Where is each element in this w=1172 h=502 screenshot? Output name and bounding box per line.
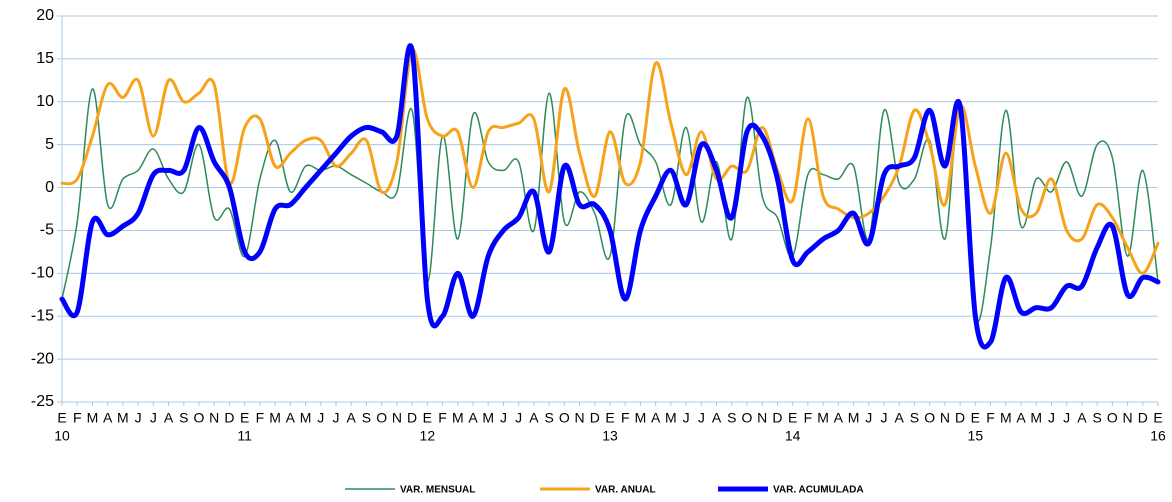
x-tick-label: N (1122, 410, 1132, 426)
y-tick-label: 15 (36, 50, 54, 67)
x-tick-label: J (135, 410, 142, 426)
x-tick-label: N (757, 410, 767, 426)
y-tick-label: -10 (31, 265, 54, 282)
x-tick-label: M (848, 410, 860, 426)
y-tick-label: -25 (31, 393, 54, 410)
x-tick-label: J (317, 410, 324, 426)
x-tick-label: F (804, 410, 813, 426)
y-tick-label: 5 (45, 136, 54, 153)
x-tick-label: D (224, 410, 234, 426)
x-tick-label: M (87, 410, 99, 426)
x-tick-label: E (971, 410, 980, 426)
x-tick-label: J (1063, 410, 1070, 426)
x-tick-label: A (286, 410, 296, 426)
x-tick-label: J (1048, 410, 1055, 426)
x-tick-label: M (117, 410, 129, 426)
x-tick-label: D (1138, 410, 1148, 426)
x-tick-label: A (529, 410, 539, 426)
y-tick-label: -15 (31, 307, 54, 324)
x-tick-label: S (1092, 410, 1101, 426)
year-label: 15 (968, 428, 984, 444)
x-tick-label: J (881, 410, 888, 426)
x-tick-label: D (772, 410, 782, 426)
x-tick-label: M (300, 410, 312, 426)
x-tick-label: F (73, 410, 82, 426)
series-line (60, 48, 1160, 275)
x-tick-label: F (986, 410, 995, 426)
year-label: 13 (602, 428, 618, 444)
x-tick-label: S (544, 410, 553, 426)
x-tick-label: M (1030, 410, 1042, 426)
y-tick-label: 0 (45, 179, 54, 196)
x-tick-label: E (423, 410, 432, 426)
year-label: 14 (785, 428, 801, 444)
x-tick-label: F (256, 410, 265, 426)
x-tick-label: A (468, 410, 478, 426)
y-tick-label: -20 (31, 350, 54, 367)
x-tick-label: O (742, 410, 753, 426)
y-tick-label: -5 (40, 222, 54, 239)
x-tick-label: N (574, 410, 584, 426)
x-tick-label: O (924, 410, 935, 426)
x-tick-label: J (333, 410, 340, 426)
x-tick-label: O (1107, 410, 1118, 426)
x-tick-label: J (865, 410, 872, 426)
x-tick-label: A (834, 410, 844, 426)
x-tick-label: N (209, 410, 219, 426)
year-label: 10 (54, 428, 70, 444)
x-tick-label: M (452, 410, 464, 426)
x-tick-label: J (683, 410, 690, 426)
y-tick-label: 20 (36, 7, 54, 24)
x-tick-label: N (940, 410, 950, 426)
year-label: 16 (1150, 428, 1166, 444)
x-tick-label: E (605, 410, 614, 426)
series-line (59, 43, 1161, 350)
x-tick-label: M (482, 410, 494, 426)
x-tick-label: D (407, 410, 417, 426)
x-tick-label: M (817, 410, 829, 426)
x-tick-label: O (376, 410, 387, 426)
x-tick-label: F (621, 410, 630, 426)
x-tick-label: J (515, 410, 522, 426)
x-tick-label: J (698, 410, 705, 426)
x-tick-label: E (1153, 410, 1162, 426)
legend-label: VAR. ACUMULADA (773, 485, 864, 496)
x-tick-label: M (269, 410, 281, 426)
x-tick-label: A (1077, 410, 1087, 426)
x-tick-label: A (164, 410, 174, 426)
x-tick-label: M (635, 410, 647, 426)
x-tick-label: S (727, 410, 736, 426)
x-tick-label: S (910, 410, 919, 426)
x-tick-label: E (788, 410, 797, 426)
x-tick-label: A (103, 410, 113, 426)
x-tick-label: S (179, 410, 188, 426)
x-tick-label: N (392, 410, 402, 426)
x-tick-label: J (500, 410, 507, 426)
x-tick-label: A (651, 410, 661, 426)
x-tick-label: A (895, 410, 905, 426)
legend-label: VAR. MENSUAL (400, 485, 475, 496)
x-tick-label: A (347, 410, 357, 426)
x-tick-label: F (438, 410, 447, 426)
year-label: 12 (420, 428, 436, 444)
x-tick-label: O (194, 410, 205, 426)
x-tick-label: S (362, 410, 371, 426)
x-tick-label: D (955, 410, 965, 426)
x-tick-label: A (712, 410, 722, 426)
x-tick-label: E (57, 410, 66, 426)
x-tick-label: O (559, 410, 570, 426)
y-tick-label: 10 (36, 93, 54, 110)
legend-label: VAR. ANUAL (595, 485, 656, 496)
x-tick-label: M (1000, 410, 1012, 426)
x-tick-label: A (1016, 410, 1026, 426)
x-tick-label: M (665, 410, 677, 426)
year-label: 11 (237, 428, 252, 444)
x-tick-label: D (590, 410, 600, 426)
x-tick-label: E (240, 410, 249, 426)
x-tick-label: J (150, 410, 157, 426)
